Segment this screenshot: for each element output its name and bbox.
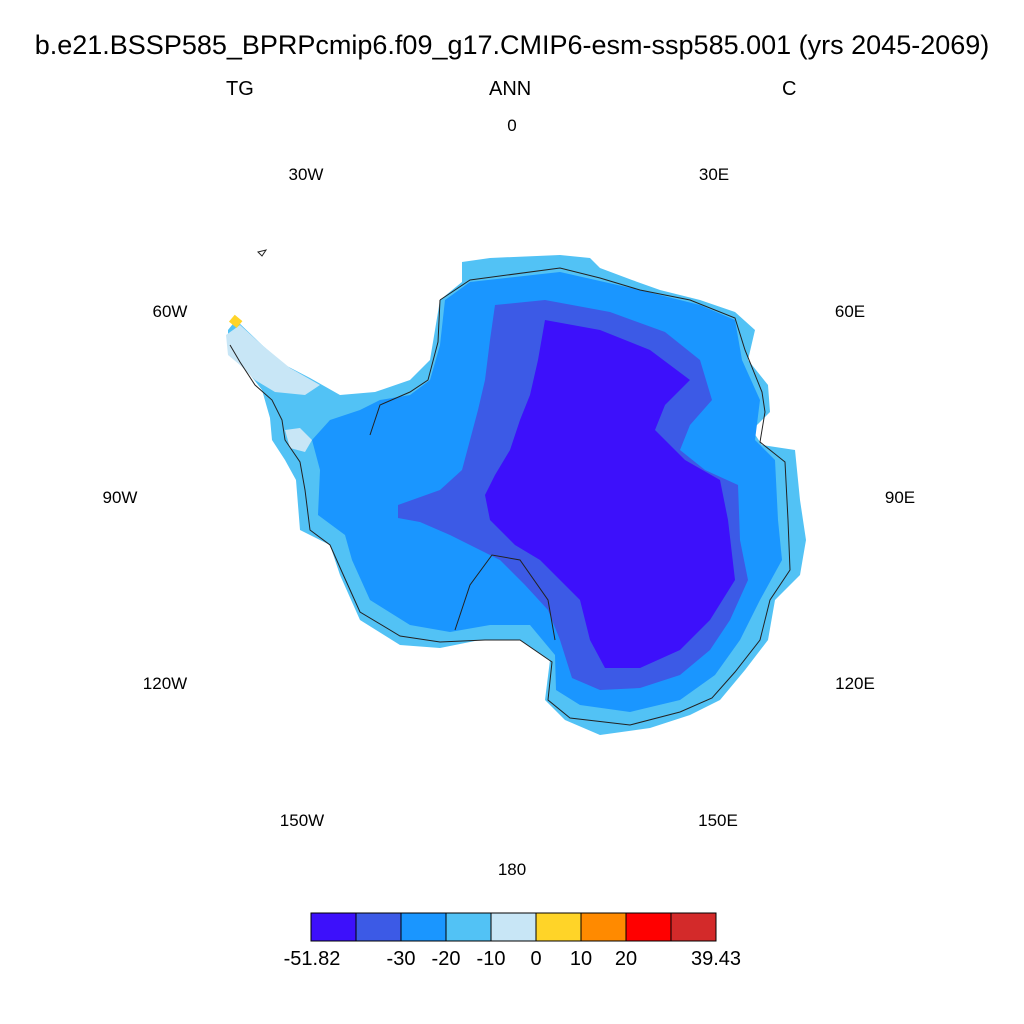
lon-label-30w: 30W — [288, 165, 324, 184]
colorbar-label-20: 20 — [614, 948, 638, 970]
colorbar-box-1 — [355, 912, 402, 942]
lon-label-90w: 90W — [102, 488, 138, 507]
units-label: C — [782, 78, 797, 100]
lon-label-120e: 120E — [835, 674, 875, 693]
ice-shelf-edge — [369, 299, 441, 436]
ross-shelf-edge — [454, 554, 556, 641]
lon-label-90e: 90E — [884, 488, 916, 507]
variable-label: TG — [226, 78, 254, 100]
colorbar-label-m20: -20 — [431, 948, 461, 970]
colorbar-label-min: -51.82 — [283, 948, 341, 970]
region-peninsula-light — [226, 325, 320, 395]
lon-label-120w: 120W — [142, 674, 188, 693]
lon-label-150e: 150E — [698, 811, 738, 830]
lon-label-180: 180 — [497, 860, 527, 879]
region-plateau — [485, 320, 735, 668]
region-warm-cell — [228, 314, 243, 329]
region-peninsula-light-2 — [285, 428, 312, 452]
colorbar-box-8 — [670, 912, 717, 942]
colorbar-label-10: 10 — [569, 948, 593, 970]
coastline — [229, 267, 791, 726]
colorbar-box-4 — [490, 912, 537, 942]
lon-label-0: 0 — [507, 116, 517, 135]
plot-title: b.e21.BSSP585_BPRPcmip6.f09_g17.CMIP6-es… — [34, 30, 990, 60]
colorbar-box-7 — [625, 912, 672, 942]
colorbar — [310, 912, 717, 942]
colorbar-label-0: 0 — [530, 948, 542, 970]
colorbar-box-5 — [535, 912, 582, 942]
colorbar-box-6 — [580, 912, 627, 942]
lon-label-150w: 150W — [279, 811, 325, 830]
lon-label-60w: 60W — [152, 302, 188, 321]
lon-label-30e: 30E — [698, 165, 730, 184]
lon-label-60e: 60E — [834, 302, 866, 321]
colorbar-label-m30: -30 — [386, 948, 416, 970]
season-label: ANN — [489, 78, 532, 100]
colorbar-box-3 — [445, 912, 492, 942]
colorbar-label-m10: -10 — [476, 948, 506, 970]
colorbar-label-max: 39.43 — [690, 948, 742, 970]
colorbar-box-2 — [400, 912, 447, 942]
colorbar-box-0 — [310, 912, 357, 942]
island-outline — [257, 249, 268, 257]
